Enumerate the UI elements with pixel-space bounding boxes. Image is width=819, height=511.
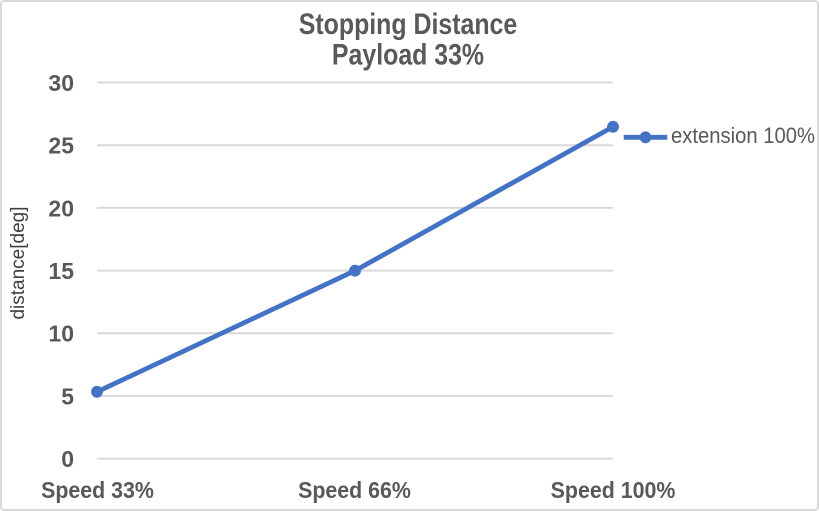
svg-text:Speed 33%: Speed 33%	[41, 477, 154, 503]
svg-text:0: 0	[61, 446, 74, 472]
svg-text:5: 5	[61, 383, 74, 409]
svg-text:Speed 66%: Speed 66%	[298, 477, 411, 503]
svg-text:30: 30	[48, 70, 74, 96]
svg-text:Payload 33%: Payload 33%	[332, 37, 484, 71]
svg-text:25: 25	[48, 133, 74, 159]
svg-text:Stopping Distance: Stopping Distance	[299, 7, 517, 41]
svg-text:10: 10	[48, 321, 74, 347]
svg-text:distance[deg]: distance[deg]	[8, 206, 29, 319]
svg-text:extension 100%: extension 100%	[671, 124, 815, 148]
svg-text:20: 20	[48, 195, 74, 221]
svg-text:15: 15	[48, 258, 74, 284]
svg-text:Speed 100%: Speed 100%	[551, 477, 676, 503]
